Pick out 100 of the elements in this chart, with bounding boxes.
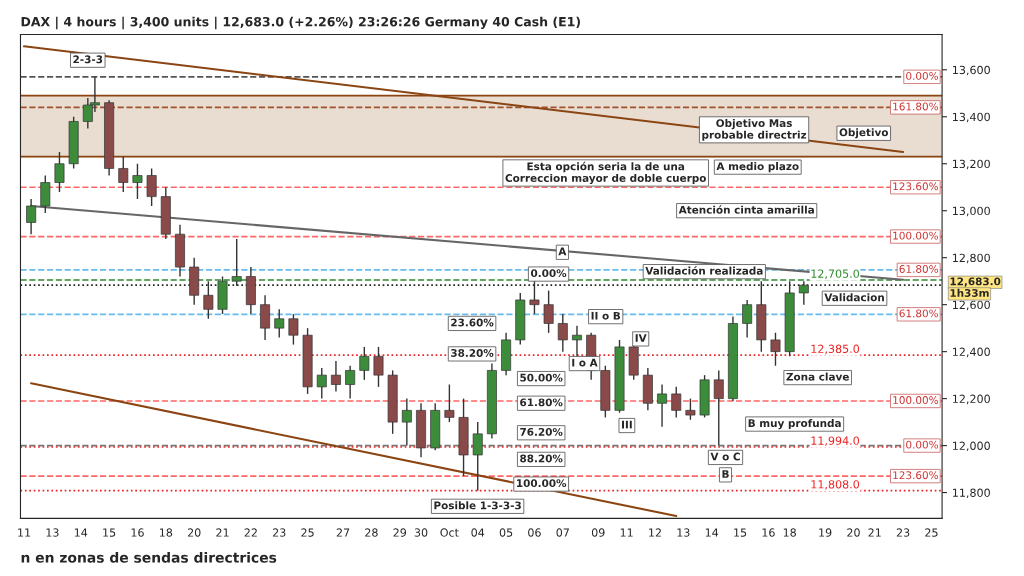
ref-line-label: 11,994.0: [811, 436, 860, 446]
candlestick: [118, 155, 129, 193]
annotation: 38.20%: [451, 349, 494, 357]
x-tick-label: 18: [783, 528, 796, 537]
x-tick-label: 25: [925, 528, 938, 537]
candlestick: [770, 332, 781, 367]
x-tick-label: 16: [131, 528, 144, 537]
annotation: 76.20%: [520, 427, 563, 436]
x-tick-label: 21: [868, 528, 881, 537]
x-tick-label: 22: [244, 528, 257, 537]
x-tick-label: 06: [528, 528, 541, 537]
annotation: 161.80%: [893, 102, 938, 111]
x-tick-label: 14: [74, 528, 88, 537]
candlestick: [274, 308, 285, 339]
candlestick: [798, 280, 809, 306]
candlestick: [231, 238, 242, 287]
y-tick-label: 12,800: [953, 253, 990, 264]
candlestick: [373, 346, 384, 388]
candlestick: [359, 346, 370, 381]
annotation: Objetivo: [839, 128, 889, 139]
x-tick-label: 23: [272, 528, 286, 537]
annotation: 123.60%: [893, 471, 938, 480]
annotation: Posible 1-3-3-3: [434, 501, 521, 510]
y-tick-label: 12,600: [953, 300, 990, 311]
candlestick: [316, 367, 327, 400]
y-tick-label: 12,400: [953, 347, 990, 358]
y-tick-label: 11,800: [953, 488, 990, 499]
annotation: Atención cinta amarilla: [678, 205, 814, 214]
x-tick-label: 23: [896, 528, 910, 537]
x-tick-label: 15: [103, 528, 116, 537]
x-tick-label: 20: [187, 528, 201, 537]
annotation: 61.80%: [899, 309, 938, 318]
annotation: 100.00%: [893, 231, 938, 240]
y-tick-label: 13,600: [953, 65, 990, 76]
candlestick: [26, 198, 37, 235]
x-tick-label: 13: [677, 528, 690, 537]
candlestick: [288, 313, 299, 346]
annotation: Validación realizada: [645, 266, 763, 275]
candlestick: [330, 360, 341, 393]
annotation: 61.80%: [899, 265, 938, 273]
ref-line-label: 12,705.0: [811, 269, 860, 279]
candlestick: [685, 397, 696, 421]
annotation: 0.00%: [906, 440, 938, 449]
annotation: B muy profunda: [748, 418, 841, 430]
candlestick: [557, 313, 568, 353]
annotation: 2-3-3: [73, 55, 103, 64]
annotation: A: [558, 247, 567, 256]
x-tick-label: 12: [649, 528, 661, 537]
y-tick-label: 12,000: [953, 441, 990, 452]
text: 12,683.0: [950, 277, 1001, 287]
candlestick: [132, 163, 143, 200]
x-tick-label: 14: [705, 528, 719, 537]
annotation: 0.00%: [530, 269, 567, 278]
y-tick-label: 12,200: [953, 394, 990, 405]
annotation: 23.60%: [451, 318, 494, 327]
candlestick: [671, 386, 682, 419]
x-tick-label: 05: [499, 528, 513, 537]
candlestick: [203, 280, 214, 320]
x-tick-label: 28: [365, 528, 378, 537]
candlestick: [713, 369, 724, 447]
annotation: II o B: [591, 311, 621, 320]
candlestick: [401, 397, 412, 447]
annotation: Esta opción seria la de una Correccion mayor de doble cuerpo: [505, 161, 706, 185]
candlestick: [260, 294, 271, 341]
annotation: Zona clave: [786, 372, 849, 381]
annotation: I o A: [572, 358, 598, 367]
annotation: 100.00%: [517, 479, 567, 488]
annotation: IV: [635, 334, 647, 342]
annotation: V o C: [710, 452, 740, 461]
annotation: B: [722, 470, 729, 478]
x-tick-label: 25: [301, 528, 314, 537]
candlestick: [572, 325, 582, 358]
annotation: Validacion: [824, 293, 884, 302]
text: 1h33m: [950, 288, 989, 297]
x-tick-label: 15: [734, 528, 747, 537]
candlestick: [54, 151, 65, 193]
annotation: 88.20%: [520, 454, 563, 463]
candlestick: [472, 421, 483, 492]
y-tick-label: 13,400: [953, 112, 990, 123]
candlestick: [146, 167, 157, 207]
ref-line-label: 12,385.0: [811, 344, 860, 355]
candlestick: [529, 279, 540, 315]
x-tick-label: 04: [471, 528, 485, 537]
x-tick-label: 27: [336, 528, 350, 537]
candlestick: [657, 383, 668, 428]
x-tick-label: 30: [414, 528, 428, 537]
x-tick-label: 11: [18, 528, 31, 537]
x-tick-label: 16: [762, 528, 775, 537]
x-tick-label: 09: [591, 528, 605, 537]
text: n en zonas de sendas directrices: [21, 552, 277, 563]
candlestick: [345, 365, 356, 400]
annotation: 100.00%: [893, 396, 938, 404]
x-tick-label: 07: [556, 528, 569, 537]
annotation: Objetivo Mas probable directriz: [702, 118, 807, 141]
x-tick-label: 11: [620, 528, 633, 537]
annotation: 61.80%: [520, 398, 563, 407]
annotation: III: [622, 420, 632, 429]
x-tick-label: 13: [46, 528, 59, 537]
chart-title: DAX | 4 hours | 3,400 units | 12,683.0 (+2.26%) 23:26:26 Germany 40 Cash (E1): [21, 16, 580, 30]
candlestick: [543, 289, 554, 334]
